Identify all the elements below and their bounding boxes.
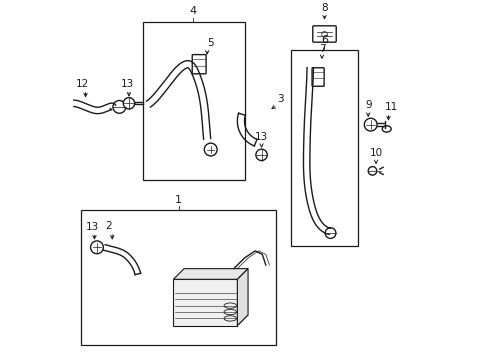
Text: 13: 13 [85,222,99,232]
Text: 10: 10 [369,148,382,158]
Circle shape [113,100,125,113]
Circle shape [367,167,376,175]
Text: 8: 8 [321,3,327,13]
Circle shape [364,118,376,131]
Text: 11: 11 [384,102,397,112]
Bar [290,50,358,246]
Bar [81,210,276,345]
Text: 5: 5 [207,38,214,48]
Ellipse shape [382,126,390,132]
Circle shape [90,241,103,254]
Circle shape [321,31,326,37]
Text: 4: 4 [189,6,196,16]
Bar [143,22,244,180]
Circle shape [123,98,134,109]
Text: 3: 3 [276,94,283,104]
FancyBboxPatch shape [192,55,205,74]
Polygon shape [173,269,247,279]
Text: 9: 9 [364,100,371,111]
Circle shape [204,143,217,156]
Text: 12: 12 [76,79,89,89]
Text: 1: 1 [175,195,182,204]
Text: 7: 7 [319,44,325,54]
Text: 13: 13 [254,132,267,143]
Polygon shape [173,279,237,325]
Text: 13: 13 [121,79,134,89]
Polygon shape [173,315,247,325]
Circle shape [325,228,335,238]
Polygon shape [237,269,247,325]
Text: 6: 6 [320,35,327,45]
Text: 2: 2 [105,221,112,231]
Circle shape [255,149,267,161]
FancyBboxPatch shape [312,26,336,42]
FancyBboxPatch shape [311,68,324,86]
